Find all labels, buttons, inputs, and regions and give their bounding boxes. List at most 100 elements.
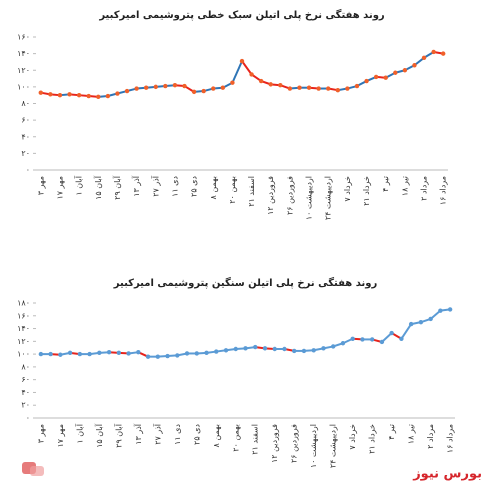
point <box>86 93 91 99</box>
x-tick-label: ۲۶ فروردین <box>285 176 294 215</box>
x-tick-label: ۱۲ فروردین <box>270 424 279 463</box>
y-tick-label: ۲۰ <box>21 149 30 158</box>
chart-title: روند هفتگی نرخ پلی اتیلن سنگین پتروشیمی … <box>113 276 378 289</box>
point <box>383 75 388 80</box>
point <box>239 58 245 64</box>
point <box>354 83 360 89</box>
logo <box>22 462 44 476</box>
point <box>393 70 398 75</box>
x-tick-label: ۲۰ بهمن <box>228 176 237 204</box>
point <box>230 80 235 85</box>
point <box>262 346 268 351</box>
point <box>243 346 248 351</box>
y-tick-label: ۶۰ <box>21 116 30 125</box>
point <box>201 88 206 94</box>
point <box>326 86 331 91</box>
point <box>287 86 293 91</box>
point <box>408 321 414 327</box>
point <box>38 90 43 95</box>
point <box>278 83 283 88</box>
point <box>87 351 92 357</box>
y-tick-label: ۱۲۰ <box>17 337 30 346</box>
point <box>399 336 404 341</box>
point <box>116 350 122 356</box>
x-tick-label: ۱۰ اردیبهشت <box>305 176 314 220</box>
point <box>220 85 226 90</box>
x-tick-label: ۲۱ اسفند <box>251 424 260 455</box>
point <box>292 348 297 354</box>
point <box>38 351 44 357</box>
point <box>330 344 336 349</box>
y-tick-label: ۰ <box>26 166 30 175</box>
x-tick-label: ۲۱ اسفند <box>247 176 256 207</box>
x-tick-label: ۱۶ مرداد <box>439 176 448 205</box>
point <box>165 353 170 359</box>
x-tick-label: ۱ آبان <box>74 423 84 443</box>
x-tick-label: ۸ بهمن <box>209 176 218 199</box>
x-tick-label: ۱۰ اردیبهشت <box>309 424 318 468</box>
x-tick-label: ۲۹ آبان <box>113 423 123 448</box>
point <box>402 68 408 73</box>
point <box>253 344 258 350</box>
point <box>211 86 216 91</box>
point <box>223 348 229 353</box>
x-tick-label: ۲۷ آذر <box>150 175 160 197</box>
point <box>441 51 446 56</box>
x-tick-label: ۱۷ مهر <box>56 424 65 448</box>
x-tick-label: ۱۳ آذر <box>133 423 143 445</box>
x-tick-label: ۱۲ فروردین <box>266 176 275 215</box>
point <box>268 82 273 87</box>
point <box>335 88 341 93</box>
point <box>345 86 350 91</box>
point <box>428 316 433 322</box>
x-tick-label: ۱۸ تیر <box>400 176 409 196</box>
line-segment <box>231 60 243 84</box>
y-tick-label: ۴۰ <box>21 388 30 397</box>
y-tick-label: ۸۰ <box>21 99 30 108</box>
point <box>214 349 219 354</box>
point <box>249 72 254 77</box>
y-tick-label: ۸۰ <box>21 362 30 371</box>
y-tick-label: ۱۰۰ <box>17 82 30 91</box>
point <box>191 89 197 95</box>
point <box>106 349 112 355</box>
point <box>153 84 158 90</box>
point <box>143 85 149 90</box>
point <box>163 83 168 89</box>
x-tick-label: ۲۱ خرداد <box>362 176 371 206</box>
point <box>67 350 73 356</box>
x-tick-label: ۱۷ مهر <box>55 176 64 200</box>
x-tick-label: ۲۷ آذر <box>152 423 162 445</box>
point <box>412 63 417 68</box>
y-tick-label: ۱۸۰ <box>17 299 30 308</box>
x-tick-label: ۲۴ اردیبهشت <box>329 424 338 468</box>
point <box>389 330 394 336</box>
x-tick-label: ۱۶ مرداد <box>446 424 455 453</box>
point <box>321 346 326 351</box>
point <box>447 307 453 312</box>
x-tick-label: ۷ خرداد <box>343 176 352 202</box>
x-tick-label: ۲۴ اردیبهشت <box>324 176 333 220</box>
point <box>194 351 199 356</box>
y-tick-label: ۶۰ <box>21 375 30 384</box>
x-tick-label: ۴ تیر <box>387 424 396 440</box>
y-tick-label: ۲۰ <box>21 401 30 410</box>
x-tick-label: ۷ خرداد <box>348 424 357 450</box>
point <box>172 83 178 88</box>
point <box>204 350 209 356</box>
x-tick-label: ۱۸ تیر <box>407 424 416 444</box>
point <box>431 49 436 55</box>
y-tick-label: ۱۴۰ <box>17 324 30 333</box>
point <box>115 91 120 96</box>
point <box>48 92 53 97</box>
point <box>175 353 180 358</box>
x-tick-label: ۲۰ بهمن <box>231 424 240 452</box>
point <box>360 337 365 342</box>
line-segment <box>381 332 393 343</box>
point <box>418 319 424 325</box>
x-tick-label: ۱۳ آذر <box>131 175 141 197</box>
y-tick-label: ۰ <box>26 414 30 423</box>
x-tick-label: ۲۹ آبان <box>112 175 122 200</box>
brand: بورس نیوز <box>412 467 482 482</box>
point <box>282 346 287 352</box>
